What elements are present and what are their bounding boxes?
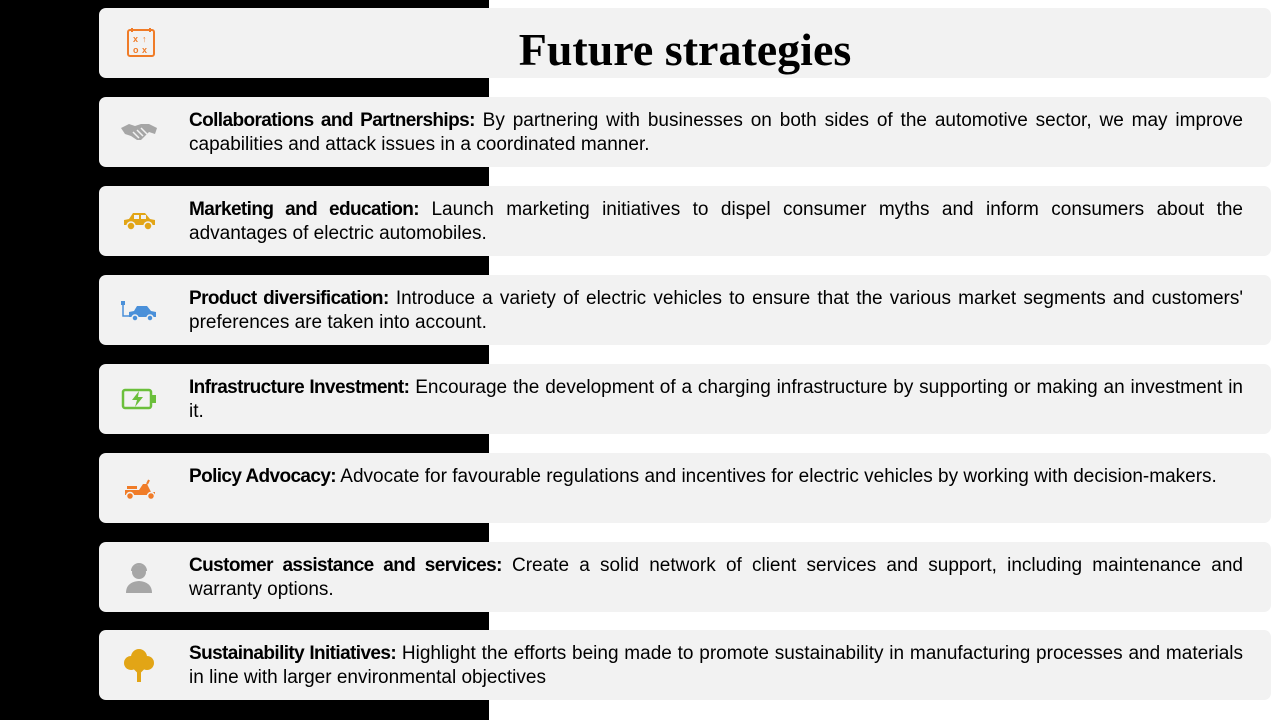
strategy-board-icon: x ↑ o x [127,28,155,57]
strategy-description: Encourage the development of a charging … [189,377,1243,422]
svg-text:x: x [142,45,147,55]
strategy-row-customer: Customer assistance and services: Create… [99,542,1271,612]
strategy-text: Marketing and education: Launch marketin… [189,198,1243,246]
strategy-description: Launch marketing initiatives to dispel c… [189,199,1243,244]
strategy-row-sustainability: Sustainability Initiatives: Highlight th… [99,630,1271,700]
strategy-heading: Policy Advocacy: [189,466,337,487]
scooter-icon [125,479,156,501]
strategy-row-collaborations: Collaborations and Partnerships: By part… [99,97,1271,167]
strategy-row-product: Product diversification: Introduce a var… [99,275,1271,345]
strategy-text: Policy Advocacy: Advocate for favourable… [189,465,1243,489]
electric-car-icon [121,301,156,322]
strategy-heading: Customer assistance and services: [189,555,502,576]
strategy-text: Infrastructure Investment: Encourage the… [189,376,1243,424]
strategy-description: By partnering with businesses on both si… [189,110,1243,155]
strategy-row-marketing: Marketing and education: Launch marketin… [99,186,1271,256]
strategy-row-policy: Policy Advocacy: Advocate for favourable… [99,453,1271,523]
strategy-text: Sustainability Initiatives: Highlight th… [189,642,1243,690]
strategy-heading: Collaborations and Partnerships: [189,110,475,131]
handshake-icon [121,124,157,140]
strategy-description: Introduce a variety of electric vehicles… [189,288,1243,333]
strategy-row-infrastructure: Infrastructure Investment: Encourage the… [99,364,1271,434]
car-icon [124,213,155,231]
svg-text:x: x [133,34,138,44]
strategy-text: Collaborations and Partnerships: By part… [189,109,1243,157]
strategy-text: Customer assistance and services: Create… [189,554,1243,602]
strategy-heading: Marketing and education: [189,199,420,220]
strategy-description: Create a solid network of client service… [189,555,1243,600]
strategy-description: Advocate for favourable regulations and … [336,466,1217,487]
title-bar: x ↑ o x Future strategies [99,8,1271,78]
strategy-heading: Product diversification: [189,288,389,309]
strategy-heading: Sustainability Initiatives: [189,643,397,664]
svg-text:o: o [133,45,139,55]
strategy-description: Highlight the efforts being made to prom… [189,643,1244,688]
page-title: Future strategies [518,24,852,75]
support-agent-icon [126,563,152,593]
strategy-heading: Infrastructure Investment: [189,377,410,398]
battery-charging-icon [121,388,156,410]
strategy-text: Product diversification: Introduce a var… [189,287,1243,335]
svg-text:↑: ↑ [142,34,147,44]
tree-icon [124,649,154,682]
